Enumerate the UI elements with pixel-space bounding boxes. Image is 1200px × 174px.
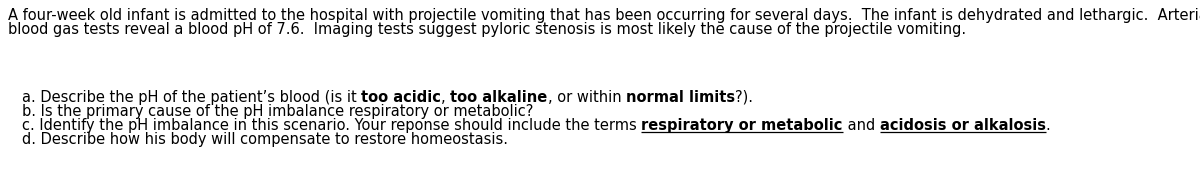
Text: ,: ,	[442, 90, 450, 105]
Text: ?).: ?).	[736, 90, 754, 105]
Text: d. Describe how his body will compensate to restore homeostasis.: d. Describe how his body will compensate…	[22, 132, 508, 147]
Text: too acidic: too acidic	[361, 90, 442, 105]
Text: acidosis or alkalosis: acidosis or alkalosis	[880, 118, 1045, 133]
Text: normal limits: normal limits	[626, 90, 736, 105]
Text: too alkaline: too alkaline	[450, 90, 547, 105]
Text: a. Describe the pH of the patient’s blood (is it: a. Describe the pH of the patient’s bloo…	[22, 90, 361, 105]
Text: A four-week old infant is admitted to the hospital with projectile vomiting that: A four-week old infant is admitted to th…	[8, 8, 1200, 23]
Text: .: .	[1045, 118, 1050, 133]
Text: b. Is the primary cause of the pH imbalance respiratory or metabolic?: b. Is the primary cause of the pH imbala…	[22, 104, 533, 119]
Text: and: and	[842, 118, 880, 133]
Text: blood gas tests reveal a blood pH of 7.6.  Imaging tests suggest pyloric stenosi: blood gas tests reveal a blood pH of 7.6…	[8, 22, 966, 37]
Text: c. Identify the pH imbalance in this scenario. Your reponse should include the t: c. Identify the pH imbalance in this sce…	[22, 118, 641, 133]
Text: , or within: , or within	[547, 90, 626, 105]
Text: respiratory or metabolic: respiratory or metabolic	[641, 118, 842, 133]
